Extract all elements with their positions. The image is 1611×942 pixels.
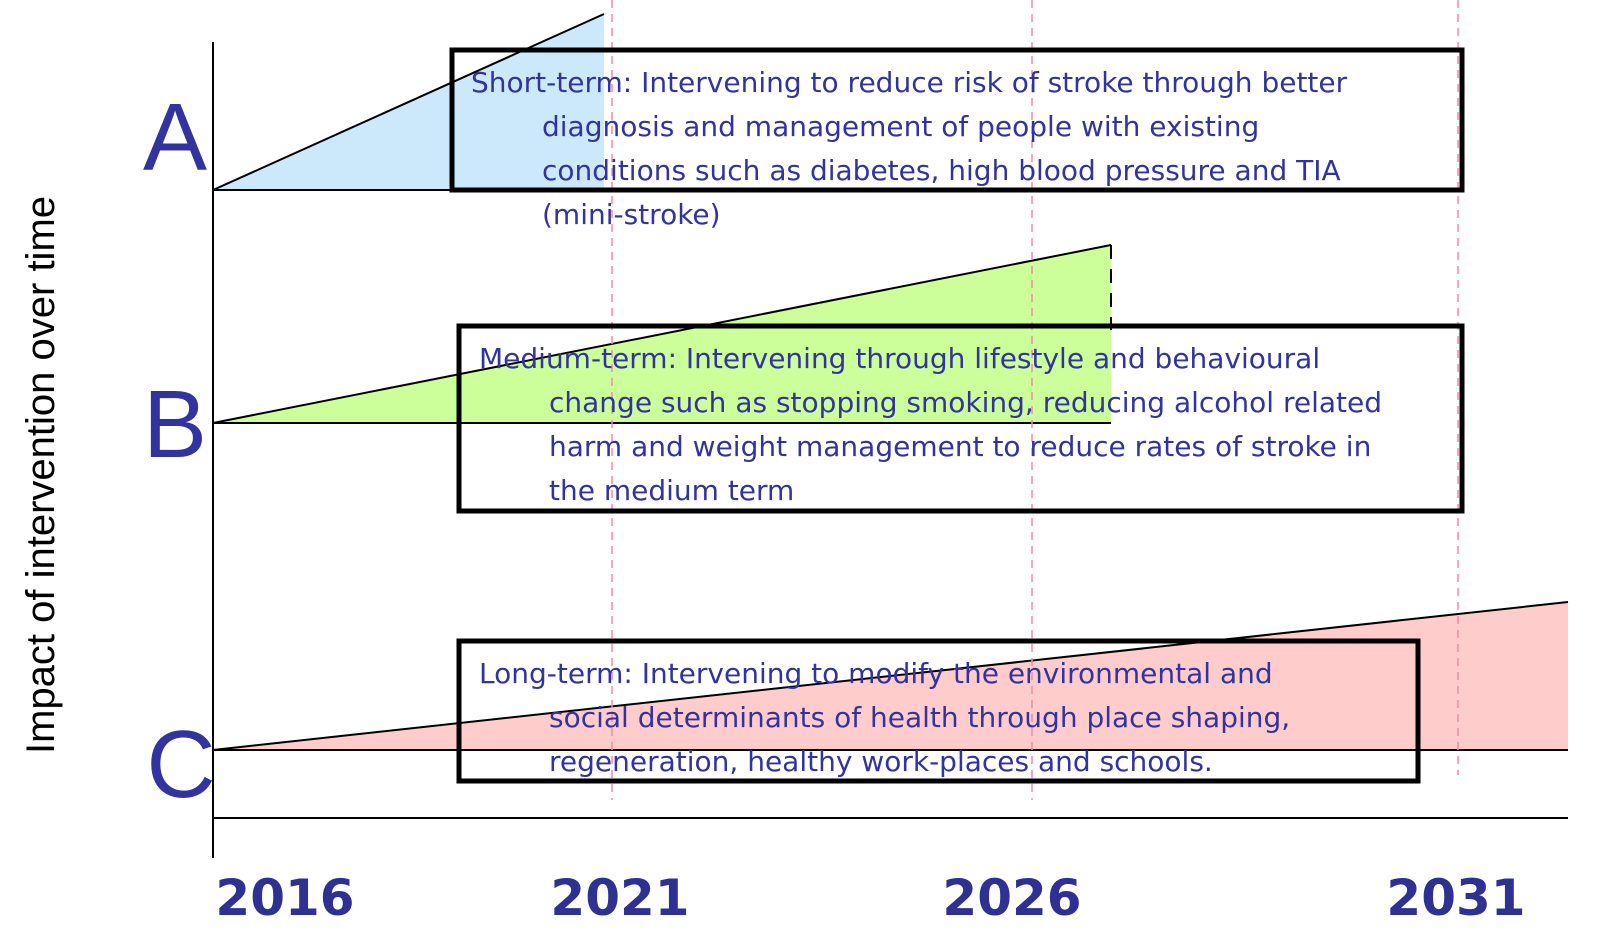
y-axis-label: Impact of intervention over time (19, 196, 63, 754)
box-text-line: Medium-term: Intervening through lifesty… (479, 342, 1320, 375)
box-text-line: harm and weight management to reduce rat… (549, 430, 1371, 463)
box-text-line: Long-term: Intervening to modify the env… (479, 657, 1273, 690)
box-text-line: (mini-stroke) (542, 198, 721, 231)
row-letter: B (143, 371, 207, 478)
box-text-line: Short-term: Intervening to reduce risk o… (471, 66, 1348, 99)
box-text-line: diagnosis and management of people with … (542, 110, 1259, 143)
year-label: 2031 (1386, 869, 1525, 927)
wedge-edge (212, 13, 605, 191)
box-text-line: regeneration, healthy work-places and sc… (549, 745, 1213, 778)
box-text-line: change such as stopping smoking, reducin… (549, 386, 1382, 419)
row-letter: C (146, 711, 215, 818)
row-letter: A (143, 84, 207, 191)
text-box (456, 323, 1465, 514)
wedge-edge (212, 244, 1112, 424)
box-text-line: conditions such as diabetes, high blood … (542, 154, 1341, 187)
text-box (456, 638, 1421, 784)
wedge-edge (212, 601, 1569, 751)
year-label: 2026 (942, 869, 1081, 927)
year-guides (611, 0, 1459, 800)
year-label: 2021 (550, 869, 689, 927)
year-label: 2016 (215, 869, 354, 927)
box-text-line: social determinants of health through pl… (549, 701, 1290, 734)
box-text-line: the medium term (549, 474, 794, 507)
text-box (449, 47, 1465, 193)
